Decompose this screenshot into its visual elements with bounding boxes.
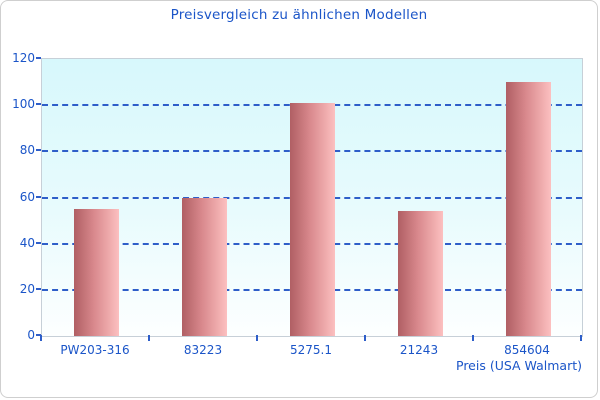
chart-title: Preisvergleich zu ähnlichen Modellen xyxy=(170,7,428,23)
y-tick-label: 100 xyxy=(12,97,35,112)
y-tick-mark xyxy=(36,241,41,244)
y-tick-mark xyxy=(36,103,41,106)
y-tick-label: 0 xyxy=(27,328,35,342)
x-tick-mark xyxy=(472,335,474,341)
y-tick-label: 60 xyxy=(19,189,35,204)
y-tick-label: 40 xyxy=(19,235,35,250)
y-tick-mark xyxy=(36,334,41,336)
x-tick-mark xyxy=(40,335,42,341)
x-tick-label: PW203-316 xyxy=(60,343,130,357)
y-tick-label: 120 xyxy=(12,51,35,65)
bar-854604 xyxy=(505,82,551,336)
x-tick-label: 21243 xyxy=(399,343,439,357)
y-tick-mark xyxy=(36,57,41,59)
bar-83223 xyxy=(181,197,227,336)
x-tick-mark xyxy=(580,335,582,341)
x-tick-label: 5275.1 xyxy=(290,343,332,357)
x-tick-mark xyxy=(148,335,150,341)
x-tick-label: 83223 xyxy=(183,343,223,357)
bar-21243 xyxy=(397,211,443,336)
plot-area xyxy=(41,58,583,337)
x-tick-mark xyxy=(364,335,366,341)
x-axis-title: Preis (USA Walmart) xyxy=(456,358,582,373)
x-tick-mark xyxy=(256,335,258,341)
y-tick-label: 80 xyxy=(19,143,35,158)
bar-5275.1 xyxy=(289,102,335,336)
x-tick-label: 854604 xyxy=(504,343,550,357)
y-tick-mark xyxy=(36,149,41,152)
y-tick-mark xyxy=(36,195,41,198)
y-tick-label: 20 xyxy=(19,281,35,296)
y-tick-mark xyxy=(36,287,41,290)
bar-PW203-316 xyxy=(73,209,119,336)
